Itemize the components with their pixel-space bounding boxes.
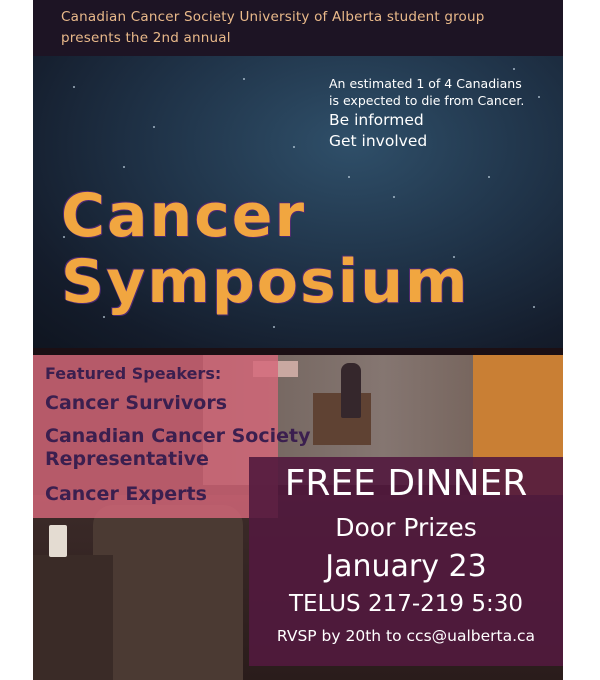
stat-line-4: Get involved (329, 132, 428, 150)
door-prizes-text: Door Prizes (335, 513, 477, 542)
stat-line-2: is expected to die from Cancer. (329, 93, 525, 108)
section-divider (33, 348, 563, 355)
rsvp-text: RVSP by 20th to ccs@ualberta.ca (276, 627, 536, 645)
event-date: January 23 (325, 549, 487, 584)
speaker-item: Cancer Survivors (45, 392, 228, 414)
featured-speakers-heading: Featured Speakers: (45, 364, 222, 383)
symposium-poster: Canadian Cancer Society University of Al… (33, 0, 563, 680)
free-dinner-text: FREE DINNER (284, 463, 528, 504)
speaker-item: Representative (45, 448, 209, 470)
stat-line-1: An estimated 1 of 4 Canadians (329, 76, 522, 91)
event-location-time: TELUS 217-219 5:30 (288, 591, 524, 617)
header-strip: Canadian Cancer Society University of Al… (33, 0, 563, 56)
header-line-2: presents the 2nd annual (61, 30, 231, 46)
title-line-2: Symposium (61, 247, 470, 317)
starry-sky-band: An estimated 1 of 4 Canadians is expecte… (33, 56, 563, 348)
featured-speakers-panel: Featured Speakers: Cancer Survivors Cana… (33, 355, 310, 518)
event-details-panel: FREE DINNER Door Prizes January 23 TELUS… (249, 457, 563, 666)
speaker-item: Cancer Experts (45, 483, 207, 505)
stat-line-3: Be informed (329, 111, 424, 129)
header-line-1: Canadian Cancer Society University of Al… (61, 9, 485, 25)
speaker-item: Canadian Cancer Society (45, 425, 311, 447)
title-line-1: Cancer (61, 181, 307, 251)
